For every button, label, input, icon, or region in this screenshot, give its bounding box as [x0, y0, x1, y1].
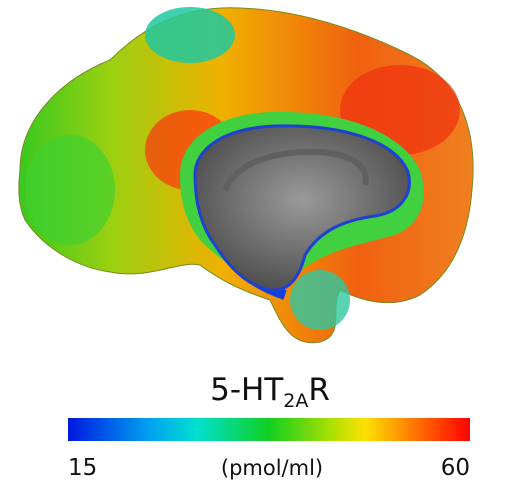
title: 5-HT2AR — [210, 372, 330, 412]
parietal-cyan — [145, 7, 235, 63]
colorbar-min: 15 — [68, 455, 97, 481]
brain-image — [19, 7, 473, 343]
temporal-green — [290, 270, 350, 330]
colorbar — [68, 418, 470, 441]
occipital-green — [25, 135, 115, 245]
title-suffix: R — [308, 372, 330, 408]
title-subscript: 2A — [283, 390, 308, 412]
page: 5-HT2AR 15 (pmol/ml) 60 (() => { const d… — [0, 0, 515, 481]
title-main: 5-HT — [210, 372, 284, 408]
figure: 5-HT2AR 15 (pmol/ml) 60 — [0, 0, 515, 481]
colorbar-max: 60 — [441, 455, 470, 481]
colorbar-unit: (pmol/ml) — [221, 456, 323, 480]
